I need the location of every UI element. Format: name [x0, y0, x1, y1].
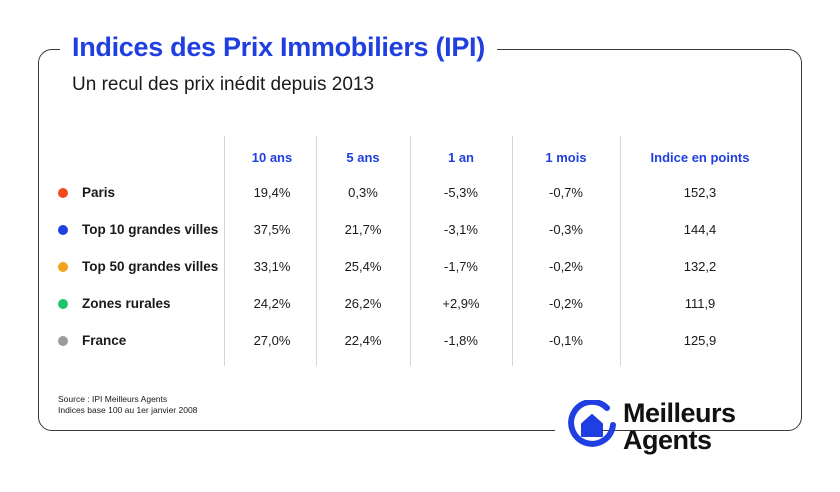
source-line: Source : IPI Meilleurs Agents	[58, 394, 168, 404]
cell-10-ans: 27,0%	[253, 333, 291, 348]
row-label: Paris	[82, 185, 116, 200]
cell-10-ans: 33,1%	[253, 259, 291, 274]
cell-indice: 111,9	[684, 296, 716, 311]
page-title: Indices des Prix Immobiliers (IPI)	[72, 32, 485, 62]
legend-dot	[58, 188, 68, 198]
cell-10-ans: 24,2%	[253, 296, 291, 311]
column-separator	[316, 136, 317, 366]
cell-5-ans: 26,2%	[344, 296, 382, 311]
cell-1-an: -5,3%	[444, 185, 478, 200]
cell-1-an: -1,7%	[444, 259, 478, 274]
cell-indice: 132,2	[683, 259, 717, 274]
row-label: Zones rurales	[82, 296, 171, 311]
table-row: Paris 19,4% 0,3% -5,3% -0,7% 152,3	[58, 181, 778, 205]
column-separator	[224, 136, 225, 366]
brand-name-line2: Agents	[623, 425, 712, 455]
row-label: Top 50 grandes villes	[82, 259, 219, 274]
brand-name-line1: Meilleurs	[623, 398, 736, 428]
cell-10-ans: 37,5%	[253, 222, 291, 237]
source-note: Source : IPI Meilleurs Agents Indices ba…	[58, 394, 197, 416]
house-logo-icon	[568, 400, 616, 447]
table-header-row: 10 ans 5 ans 1 an 1 mois Indice en point…	[58, 146, 778, 170]
cell-1-an: -3,1%	[444, 222, 478, 237]
column-separator	[410, 136, 411, 366]
table-row: France 27,0% 22,4% -1,8% -0,1% 125,9	[58, 329, 778, 353]
cell-1-mois: -0,2%	[549, 259, 583, 274]
cell-5-ans: 22,4%	[344, 333, 382, 348]
legend-dot	[58, 299, 68, 309]
cell-10-ans: 19,4%	[253, 185, 291, 200]
column-separator	[512, 136, 513, 366]
title-container: Indices des Prix Immobiliers (IPI)	[60, 32, 497, 63]
table-row: Top 10 grandes villes 37,5% 21,7% -3,1% …	[58, 218, 778, 242]
cell-1-mois: -0,7%	[549, 185, 583, 200]
column-separator	[620, 136, 621, 366]
column-header-indice: Indice en points	[650, 150, 750, 165]
row-label: France	[82, 333, 127, 348]
cell-indice: 144,4	[683, 222, 717, 237]
column-header-5-ans: 5 ans	[346, 150, 380, 165]
table-row: Top 50 grandes villes 33,1% 25,4% -1,7% …	[58, 255, 778, 279]
cell-5-ans: 0,3%	[348, 185, 378, 200]
column-header-10-ans: 10 ans	[251, 150, 293, 165]
cell-indice: 152,3	[683, 185, 717, 200]
cell-1-mois: -0,2%	[549, 296, 583, 311]
cell-indice: 125,9	[683, 333, 717, 348]
legend-dot	[58, 336, 68, 346]
brand-name: Meilleurs Agents	[623, 400, 736, 454]
legend-dot	[58, 225, 68, 235]
cell-1-an: -1,8%	[444, 333, 478, 348]
column-header-1-an: 1 an	[447, 150, 474, 165]
legend-dot	[58, 262, 68, 272]
cell-1-mois: -0,3%	[549, 222, 583, 237]
brand-logo: Meilleurs Agents	[555, 394, 736, 464]
cell-1-an: +2,9%	[442, 296, 480, 311]
cell-5-ans: 21,7%	[344, 222, 382, 237]
index-base-line: Indices base 100 au 1er janvier 2008	[58, 405, 198, 415]
page-subtitle: Un recul des prix inédit depuis 2013	[72, 74, 375, 95]
column-header-1-mois: 1 mois	[545, 150, 587, 165]
row-label: Top 10 grandes villes	[82, 222, 219, 237]
table-row: Zones rurales 24,2% 26,2% +2,9% -0,2% 11…	[58, 292, 778, 316]
cell-1-mois: -0,1%	[549, 333, 583, 348]
cell-5-ans: 25,4%	[344, 259, 382, 274]
